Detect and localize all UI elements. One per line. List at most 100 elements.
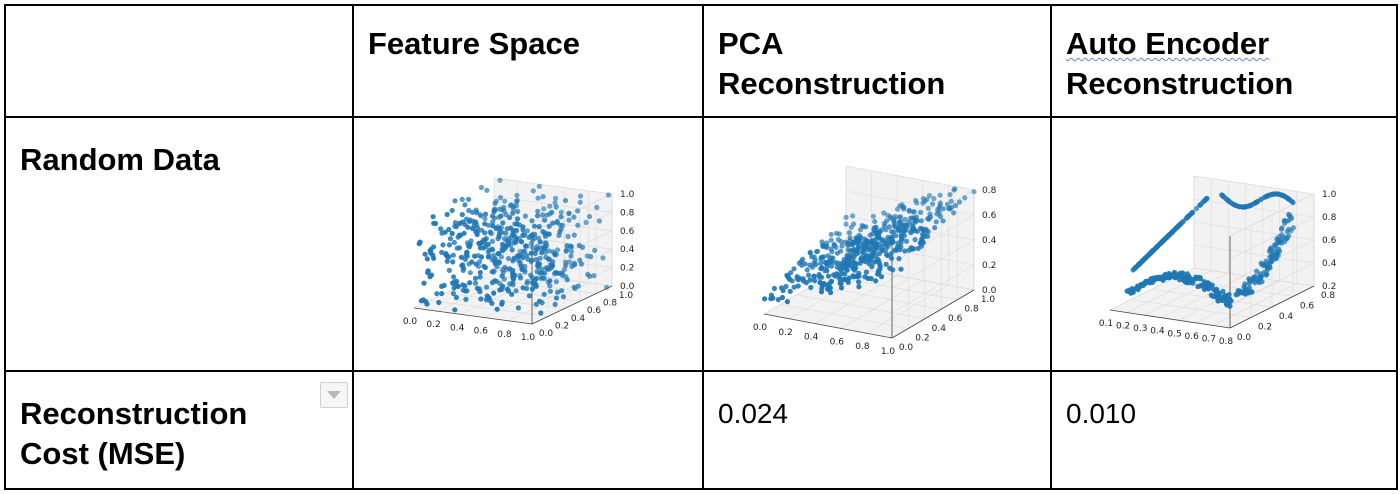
- scatter-point: [558, 209, 564, 215]
- scatter-point: [497, 229, 503, 235]
- plot-cell-pca[interactable]: 0.0 0.2 0.4 0.6 0.8 1.0 0.0 0.2 0.4 0.6 0.8 1.0 0.0 0…: [702, 116, 1052, 372]
- scatter-point: [442, 229, 448, 235]
- grid-line: [891, 264, 975, 314]
- grid-line: [445, 292, 565, 310]
- scatter-point: [546, 223, 552, 229]
- scatter-point: [898, 266, 904, 272]
- grid-line: [840, 280, 923, 329]
- scatter-point: [544, 212, 550, 218]
- scatter-point: [572, 262, 578, 268]
- scatter-point: [935, 207, 941, 213]
- mse-label-line2: Cost (MSE): [20, 436, 186, 471]
- results-table: Feature Space PCA Reconstruction Auto En…: [4, 4, 1398, 490]
- x-tick-label: 0.7: [1202, 334, 1216, 344]
- scatter-point: [524, 280, 530, 286]
- scatter-point: [588, 253, 594, 260]
- scatter-point: [528, 272, 534, 278]
- scatter-point: [529, 232, 535, 238]
- scatter-point: [496, 251, 502, 257]
- scatter-point: [498, 213, 504, 219]
- scatter-point: [515, 208, 521, 215]
- grid-line: [1193, 221, 1315, 241]
- scatter-point: [583, 219, 589, 225]
- scatter-point: [1233, 292, 1239, 298]
- header-autoencoder[interactable]: Auto Encoder Reconstruction: [1050, 4, 1398, 118]
- x-tick-label: 0.6: [1185, 332, 1200, 342]
- scatter-point: [831, 272, 837, 278]
- scatter-point: [891, 218, 897, 224]
- y-tick-label: 0.6: [1300, 302, 1315, 312]
- scatter-point: [511, 272, 517, 278]
- scatter-point: [795, 283, 801, 289]
- scatter-point: [872, 218, 878, 225]
- scatter-point: [432, 220, 439, 227]
- scatter-point: [482, 216, 488, 222]
- header-feature-space[interactable]: Feature Space: [352, 4, 704, 118]
- scatter-point: [809, 264, 816, 270]
- axis-line: [763, 313, 893, 339]
- z-tick-label: 0.2: [620, 264, 634, 274]
- scatter-point: [901, 228, 907, 234]
- z-tick-label: 0.2: [982, 261, 996, 271]
- grid-line: [813, 284, 942, 310]
- scatter-point: [541, 244, 547, 251]
- scatter-point: [489, 279, 496, 286]
- z-tick-label: 1.0: [620, 190, 635, 200]
- scatter-point: [537, 239, 543, 245]
- scatter-point: [811, 273, 817, 279]
- scatter-point: [536, 298, 543, 304]
- scatter-point: [489, 238, 495, 244]
- row-label-mse[interactable]: Reconstruction Cost (MSE): [4, 370, 354, 490]
- scatter-point: [552, 200, 558, 206]
- points: [762, 186, 977, 305]
- scatter-point: [823, 244, 830, 251]
- pca-reconstruction-plot: 0.0 0.2 0.4 0.6 0.8 1.0 0.00.20.40.60.81.00.00…: [753, 165, 997, 357]
- scatter-point: [470, 225, 476, 232]
- scatter-point: [920, 233, 926, 239]
- z-tick-label: 0.0: [982, 286, 997, 296]
- corner-cell[interactable]: [4, 4, 354, 118]
- scatter-point: [550, 220, 556, 226]
- scatter-point: [860, 223, 866, 230]
- row-label-random-data[interactable]: Random Data: [4, 116, 354, 372]
- scatter-point: [465, 224, 471, 230]
- scatter-point: [896, 256, 902, 262]
- scatter-point: [482, 221, 488, 227]
- scatter-point: [446, 226, 452, 233]
- x-tick-label: 1.0: [881, 347, 896, 357]
- scatter-point: [553, 279, 559, 285]
- plot-cell-feature-space[interactable]: 0.0 0.2 0.4 0.6 0.8 1.0 0.0 0.2 0.4 0.6 0.8 1.0 0.0 0…: [352, 116, 704, 372]
- points: [416, 177, 612, 316]
- scatter-point: [533, 301, 539, 307]
- scatter-point: [447, 236, 453, 242]
- scatter-point: [1187, 278, 1193, 284]
- scatter-point: [1201, 286, 1207, 292]
- scatter-point: [451, 274, 457, 280]
- mse-autoencoder-cell[interactable]: 0.010: [1050, 370, 1398, 490]
- scatter-point: [513, 236, 520, 242]
- grid-line: [1193, 244, 1315, 264]
- scatter-point: [532, 250, 538, 257]
- scatter-point: [897, 247, 903, 253]
- header-pca[interactable]: PCA Reconstruction: [702, 4, 1052, 118]
- scatter-point: [952, 202, 959, 209]
- scatter-point: [565, 233, 571, 240]
- mse-feature-space-cell[interactable]: [352, 370, 704, 490]
- scatter-point: [473, 229, 479, 235]
- scatter-point: [804, 267, 810, 273]
- scatter-point: [514, 221, 520, 227]
- plot-cell-autoencoder[interactable]: 0.1 0.2 0.3 0.4 0.5 0.6 0.7 0.8 0.0 0.2 0.4 0.6 0.8 0…: [1050, 116, 1398, 372]
- scatter-point: [784, 272, 790, 278]
- scatter-point: [587, 273, 593, 279]
- scatter-point: [917, 209, 924, 215]
- mse-pca-cell[interactable]: 0.024: [702, 370, 1052, 490]
- chevron-down-icon[interactable]: [320, 382, 348, 408]
- scatter-point: [473, 219, 479, 225]
- scatter-point: [538, 270, 545, 276]
- header-row: Feature Space PCA Reconstruction Auto En…: [4, 4, 1398, 118]
- scatter-point: [788, 270, 794, 276]
- scatter-point: [575, 208, 581, 214]
- header-pca-line1: PCA: [718, 26, 784, 61]
- scatter-point: [870, 213, 876, 219]
- scatter-point: [416, 241, 422, 247]
